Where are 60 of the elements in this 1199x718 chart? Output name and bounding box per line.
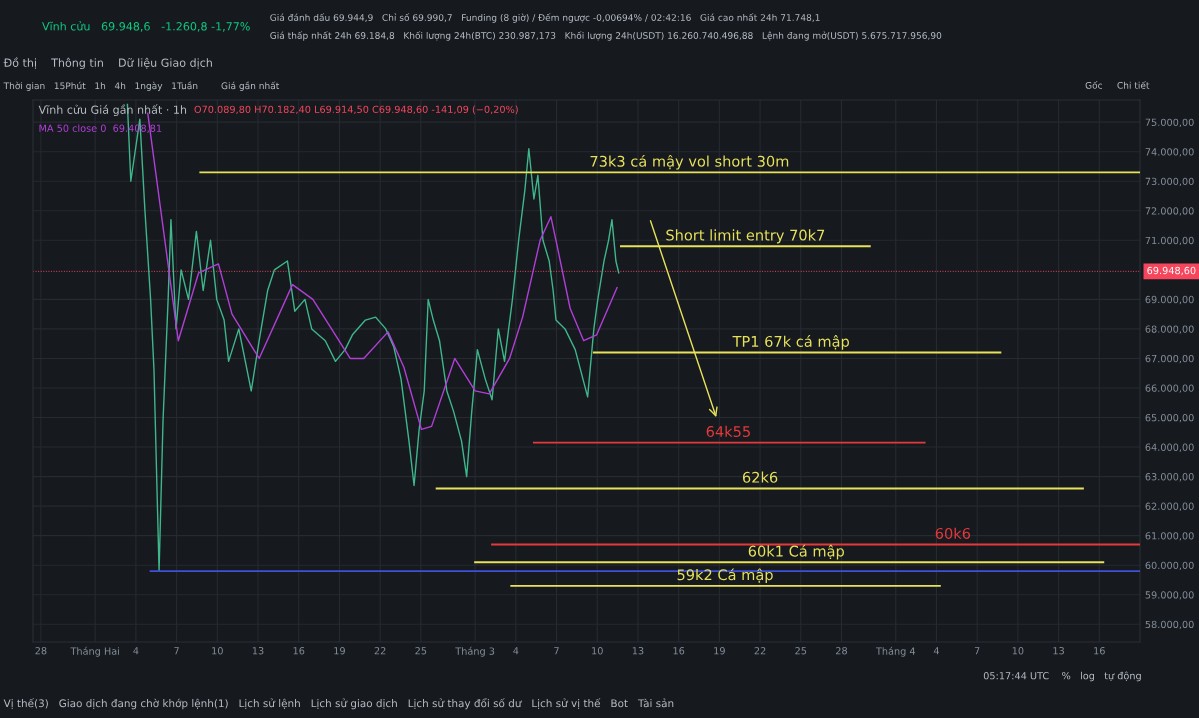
- y-tick-label: 68.000,00: [1145, 325, 1194, 334]
- annotation: 62k6: [742, 471, 778, 483]
- text: Thời gian 15Phút 1h 4h 1ngày 1Tuần Giá gần nhất: [3, 81, 280, 91]
- x-tick-label: 19: [334, 647, 345, 655]
- text: Vị thế(3) Giao dịch đang chờ khớp lệnh(1) Lịch sử lệnh Lịch sử giao dịch Lịch sử thay đổi số dư Lịch sử vị thế Bot Tài sản: [3, 698, 674, 710]
- annotation: TP1 67k cá mập: [732, 335, 849, 350]
- text: Đồ thị Thông tin Dữ liệu Giao dịch: [3, 57, 212, 70]
- text: Gốc Chi tiết: [1085, 81, 1150, 89]
- x-tick-label: 7: [554, 647, 559, 655]
- annotation: Short limit entry 70k7: [666, 229, 825, 244]
- y-tick-label: 72.000,00: [1145, 207, 1194, 216]
- x-tick-label: 7: [174, 647, 179, 655]
- x-tick-label: 7: [974, 647, 980, 655]
- text: Vĩnh cửu 69.948,6 -1.260,8 -1,77%: [42, 21, 250, 32]
- x-tick-label: 19: [714, 647, 725, 655]
- text: 05:17:44 UTC % log tự động: [983, 671, 1141, 682]
- y-tick-label: 63.000,00: [1145, 473, 1194, 482]
- y-tick-label: 62.000,00: [1145, 502, 1194, 511]
- x-tick-label: Tháng 4: [875, 646, 916, 657]
- annotation: 64k55: [706, 425, 750, 438]
- y-tick-label: 59.000,00: [1145, 591, 1194, 600]
- y-tick-label: 69.000,00: [1145, 295, 1194, 305]
- y-tick-label: 58.000,00: [1145, 620, 1194, 630]
- x-tick-label: 16: [673, 647, 685, 655]
- text: Giá thấp nhất 24h 69.184,8 Khối lượng 24h(BTC) 230.987,173 Khối lượng 24h(USDT) 16.260.740.496,88 Lệnh đang mở(USDT) 5.675.717.956,90: [270, 31, 942, 41]
- x-tick-label: Tháng Hai: [70, 646, 120, 657]
- y-tick-label: 73.000,00: [1145, 177, 1194, 187]
- x-tick-label: 13: [252, 647, 264, 655]
- x-tick-label: 28: [35, 647, 47, 655]
- x-tick-label: 13: [632, 647, 644, 655]
- x-tick-label: 25: [795, 647, 807, 655]
- y-tick-label: 60.000,00: [1145, 561, 1194, 571]
- x-tick-label: 28: [836, 647, 847, 655]
- x-tick-label: 22: [754, 647, 766, 655]
- x-tick-label: 22: [374, 647, 386, 655]
- x-tick-label: 10: [1012, 647, 1024, 655]
- x-tick-label: 4: [133, 647, 139, 655]
- x-tick-label: 16: [293, 647, 305, 655]
- x-tick-label: 25: [415, 647, 427, 655]
- text: O70.089,80 H70.182,40 L69.914,50 C69.948,60 -141,09 (−0,20%): [194, 105, 518, 115]
- y-tick-label: 65.000,00: [1145, 414, 1194, 423]
- annotation: 60k6: [935, 527, 971, 539]
- y-tick-label: 66.000,00: [1145, 384, 1194, 393]
- y-tick-label: 64.000,00: [1145, 443, 1194, 452]
- ref-line-label: 69.948,60: [1147, 266, 1196, 276]
- x-tick-label: 4: [513, 647, 519, 655]
- x-tick-label: 10: [212, 647, 223, 655]
- x-tick-label: 13: [1053, 647, 1064, 655]
- y-tick-label: 74.000,00: [1145, 148, 1194, 157]
- y-tick-label: 61.000,00: [1145, 532, 1194, 541]
- annotation: 73k3 cá mậy vol short 30m: [590, 154, 789, 170]
- x-tick-label: Tháng 3: [455, 646, 495, 657]
- y-tick-label: 67.000,00: [1145, 354, 1194, 364]
- annotation: 60k1 Cá mập: [748, 544, 844, 560]
- y-tick-label: 71.000,00: [1145, 236, 1194, 246]
- y-tick-label: 75.000,00: [1145, 118, 1194, 127]
- x-tick-label: 10: [592, 647, 603, 655]
- x-tick-label: 16: [1094, 647, 1105, 655]
- text: Giá đánh dấu 69.944,9 Chỉ số 69.990,7 Funding (8 giờ) / Đếm ngược -0,00694% / 02:42:16 Giá cao nhất 24h 71.748,1: [270, 13, 820, 23]
- x-tick-label: 4: [933, 647, 940, 655]
